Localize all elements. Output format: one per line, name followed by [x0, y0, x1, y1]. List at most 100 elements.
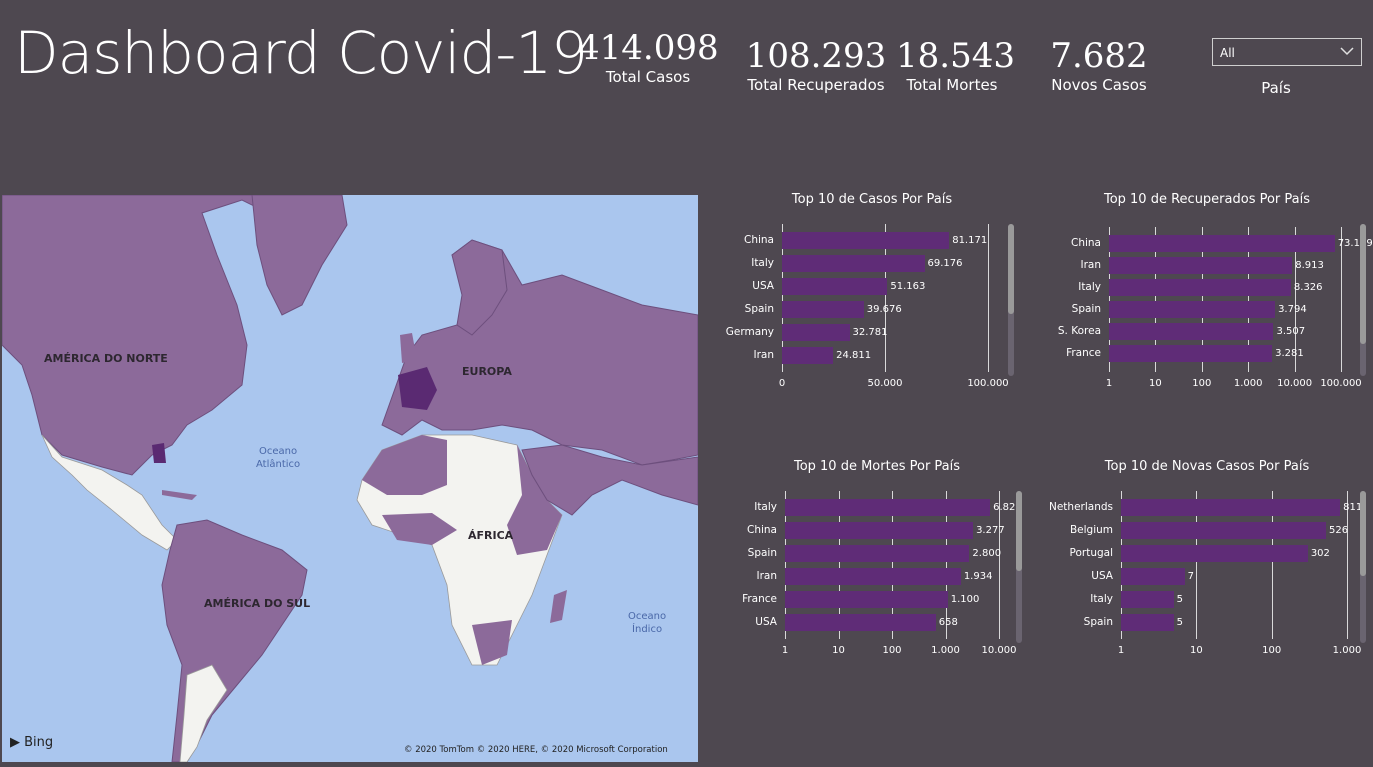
- page-title: Dashboard Covid-19: [14, 18, 587, 88]
- x-tick-label: 10.000: [1277, 378, 1312, 389]
- bar[interactable]: [782, 347, 833, 364]
- bar[interactable]: [1109, 345, 1272, 362]
- bar[interactable]: [782, 255, 925, 272]
- x-tick-label: 1.000: [1234, 378, 1263, 389]
- gridline: [999, 491, 1000, 639]
- chart-scrollbar-thumb[interactable]: [1016, 491, 1022, 571]
- bar[interactable]: [1121, 568, 1185, 585]
- africa-shaded-north: [362, 435, 447, 495]
- category-label: Iran: [756, 570, 777, 582]
- ocean-indian-line1: Oceano: [628, 610, 666, 623]
- chart-scrollbar-thumb[interactable]: [1008, 224, 1014, 314]
- category-label: France: [1066, 347, 1101, 359]
- x-tick-label: 10: [1149, 378, 1162, 389]
- bar[interactable]: [1109, 301, 1275, 318]
- x-tick-label: 100: [1262, 645, 1281, 656]
- kpi-total-recuperados-label: Total Recuperados: [745, 76, 887, 94]
- gridline: [988, 224, 989, 372]
- uk-land: [400, 333, 417, 363]
- kpi-total-recuperados: 108.293 Total Recuperados: [745, 36, 887, 94]
- bar[interactable]: [785, 545, 969, 562]
- kpi-total-casos-label: Total Casos: [578, 68, 718, 86]
- bar[interactable]: [1109, 235, 1335, 252]
- category-label: China: [747, 524, 777, 536]
- bar[interactable]: [1109, 323, 1273, 340]
- kpi-total-mortes: 18.543 Total Mortes: [896, 36, 1008, 94]
- category-label: Italy: [751, 257, 774, 269]
- x-tick-label: 10: [832, 645, 845, 656]
- chart-title: Top 10 de Novas Casos Por País: [1042, 459, 1372, 474]
- category-label: Netherlands: [1049, 501, 1113, 513]
- category-label: Iran: [1080, 259, 1101, 271]
- bar[interactable]: [785, 591, 948, 608]
- category-label: Spain: [748, 547, 777, 559]
- bar-data-label: 81.171: [952, 235, 987, 246]
- bar[interactable]: [785, 499, 990, 516]
- bar-data-label: 73.159: [1338, 238, 1373, 249]
- chart-top10-casos[interactable]: Top 10 de Casos Por País 0 50.000 100.000 Ch…: [722, 192, 1022, 402]
- bar[interactable]: [1121, 545, 1308, 562]
- bar[interactable]: [1121, 591, 1174, 608]
- bar-data-label: 3.281: [1275, 348, 1304, 359]
- bar-data-label: 3.794: [1278, 304, 1307, 315]
- bar[interactable]: [782, 324, 850, 341]
- x-tick-label: 100: [882, 645, 901, 656]
- bar-data-label: 302: [1311, 548, 1330, 559]
- slicer-selected-value: All: [1220, 46, 1235, 60]
- bar[interactable]: [782, 232, 949, 249]
- x-tick-label: 0: [779, 378, 785, 389]
- gridline: [1347, 491, 1348, 639]
- bar[interactable]: [785, 614, 936, 631]
- bar-data-label: 39.676: [867, 304, 902, 315]
- category-label: Iran: [753, 349, 774, 361]
- bar[interactable]: [1109, 257, 1292, 274]
- chart-top10-mortes[interactable]: Top 10 de Mortes Por País 1 10 100 1.000 10.0…: [722, 459, 1032, 669]
- category-label: China: [744, 234, 774, 246]
- bar[interactable]: [785, 568, 961, 585]
- chart-top10-recuperados[interactable]: Top 10 de Recuperados Por País 1 10 100 1.00…: [1042, 192, 1372, 402]
- map-copyright: © 2020 TomTom © 2020 HERE, © 2020 Micros…: [404, 745, 668, 755]
- kpi-total-mortes-value: 18.543: [896, 36, 1008, 76]
- bar-data-label: 2.800: [972, 548, 1001, 559]
- bar-data-label: 8.913: [1295, 260, 1324, 271]
- kpi-novos-casos-value: 7.682: [1040, 36, 1158, 76]
- bar-data-label: 69.176: [928, 258, 963, 269]
- chevron-down-icon: [1339, 43, 1355, 59]
- bar-data-label: 526: [1329, 525, 1348, 536]
- bar[interactable]: [782, 278, 887, 295]
- x-tick-label: 100.000: [967, 378, 1008, 389]
- x-tick-label: 1: [1118, 645, 1124, 656]
- bar-data-label: 3.277: [976, 525, 1005, 536]
- madagascar-land: [550, 590, 567, 623]
- chart-title: Top 10 de Mortes Por País: [722, 459, 1032, 474]
- country-slicer-dropdown[interactable]: All: [1212, 38, 1362, 66]
- world-map[interactable]: AMÉRICA DO NORTE EUROPA ÁFRICA AMÉRICA D…: [2, 195, 698, 762]
- bar[interactable]: [782, 301, 864, 318]
- bar-data-label: 5: [1177, 594, 1183, 605]
- bar[interactable]: [1121, 614, 1174, 631]
- bar[interactable]: [1121, 499, 1340, 516]
- x-tick-label: 1.000: [931, 645, 960, 656]
- chart-scrollbar-thumb[interactable]: [1360, 224, 1366, 344]
- chart-top10-novos-casos[interactable]: Top 10 de Novas Casos Por País 1 10 100 1.00…: [1042, 459, 1372, 669]
- x-tick-label: 1: [1106, 378, 1112, 389]
- greenland-land: [252, 195, 347, 315]
- bar-data-label: 51.163: [890, 281, 925, 292]
- bar-data-label: 8.326: [1294, 282, 1323, 293]
- chart-scrollbar-thumb[interactable]: [1360, 491, 1366, 576]
- category-label: Italy: [1090, 593, 1113, 605]
- category-label: Spain: [1072, 303, 1101, 315]
- bar[interactable]: [785, 522, 973, 539]
- bar[interactable]: [1109, 279, 1291, 296]
- category-label: USA: [1091, 570, 1113, 582]
- kpi-total-recuperados-value: 108.293: [745, 36, 887, 76]
- map-label-africa: ÁFRICA: [468, 529, 513, 542]
- map-canvas: [2, 195, 698, 762]
- caribbean-land: [162, 490, 197, 500]
- bar-data-label: 32.781: [853, 327, 888, 338]
- category-label: USA: [755, 616, 777, 628]
- category-label: France: [742, 593, 777, 605]
- category-label: Spain: [745, 303, 774, 315]
- bar[interactable]: [1121, 522, 1326, 539]
- category-label: China: [1071, 237, 1101, 249]
